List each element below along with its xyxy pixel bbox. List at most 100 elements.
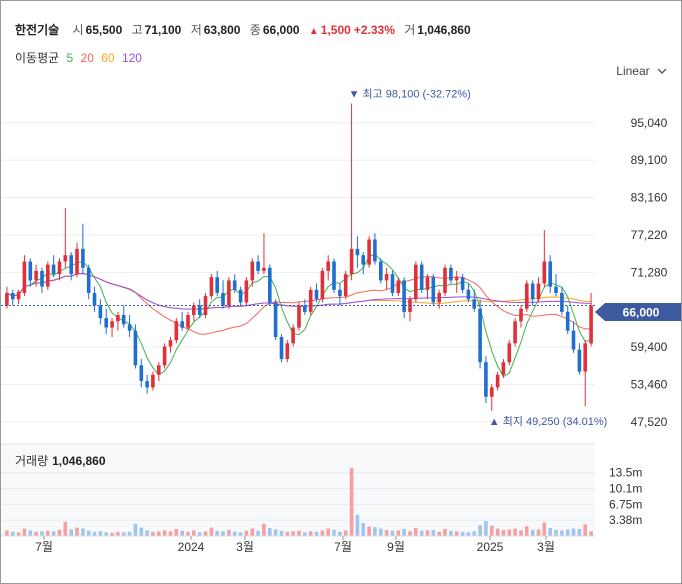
volume-bar: [308, 531, 313, 536]
volume-bar: [46, 530, 50, 536]
candle: [484, 355, 488, 404]
candle: [560, 286, 564, 315]
volume-value: 1,046,860: [417, 23, 471, 37]
candle: [40, 267, 44, 293]
price-tick-label: 95,040: [631, 116, 668, 130]
volume-bar: [396, 530, 401, 536]
scale-select[interactable]: Linear: [616, 64, 667, 78]
volume-bar: [478, 525, 482, 536]
ma-60: 60: [101, 51, 115, 65]
volume-tick-label: 6.75m: [609, 497, 642, 511]
low-value: 63,800: [203, 23, 241, 37]
candle: [390, 270, 395, 297]
volume-tick-label: 3.38m: [609, 513, 642, 527]
volume-bar: [472, 531, 476, 536]
time-tick-label: 9월: [387, 540, 405, 554]
volume-bar: [501, 529, 506, 536]
candle: [414, 261, 418, 303]
candle: [454, 270, 459, 293]
volume-bar: [209, 527, 214, 536]
volume-bar: [349, 468, 354, 536]
candle: [256, 255, 260, 275]
candle: [174, 318, 179, 344]
volume-bar: [402, 529, 406, 536]
candle: [151, 371, 155, 391]
volume-bar: [583, 524, 587, 536]
change-value: 1,500: [320, 23, 351, 37]
max-price-annotation: ▼ 최고 98,100 (-32.72%): [349, 88, 471, 101]
candle: [583, 340, 587, 407]
candle: [525, 280, 529, 312]
time-axis: 7월 2024 3월 7월 9월 2025 3월: [1, 535, 595, 554]
candle: [320, 267, 325, 303]
min-price-annotation: ▲ 최지 49,250 (34.01%): [489, 415, 608, 428]
price-tick-label: 77,220: [631, 228, 668, 242]
volume-bar: [63, 521, 68, 536]
candle: [92, 286, 97, 312]
candle: [466, 283, 471, 303]
candle: [408, 296, 412, 322]
candle: [57, 258, 62, 281]
candle: [133, 324, 138, 369]
candle: [127, 314, 132, 338]
time-tick-label: 2025: [477, 540, 504, 554]
candle: [221, 280, 225, 309]
volume-bar: [355, 514, 360, 536]
volume-bar: [431, 529, 436, 536]
candle: [571, 321, 576, 353]
volume-axis: 13.5m 10.1m6.75m 3.38m: [609, 466, 642, 527]
volume-bar: [162, 530, 167, 536]
candle: [501, 359, 506, 378]
volume-bar: [51, 531, 56, 536]
candle: [250, 258, 255, 287]
candle: [355, 236, 360, 268]
volume-bar: [232, 531, 237, 536]
price-tick-label: 53,460: [631, 377, 668, 391]
price-axis: 95,040 89,100 83,160 77,220 71,280 59,400 53,4…: [631, 116, 668, 429]
low-label: 저: [190, 23, 202, 37]
volume-bar: [145, 530, 149, 536]
volume-bar: [180, 530, 184, 536]
volume-bar: [273, 529, 278, 536]
candle: [542, 230, 547, 287]
volume-bar: [69, 529, 73, 536]
candle: [168, 337, 173, 353]
candle: [110, 318, 114, 338]
volume-bar: [338, 531, 342, 536]
volume-bar: [250, 528, 255, 536]
candle: [285, 340, 290, 363]
candle: [121, 305, 126, 328]
volume-bar: [192, 530, 196, 536]
volume-bar: [75, 527, 79, 536]
candle: [291, 324, 295, 347]
candle: [425, 274, 430, 300]
volume-bar: [589, 531, 593, 536]
volume-bar: [466, 532, 471, 537]
candle: [490, 384, 494, 411]
time-tick-label: 7월: [334, 540, 352, 554]
volume-label: 거: [404, 23, 416, 37]
volume-bar: [186, 531, 190, 536]
candle: [507, 340, 512, 366]
candle: [437, 289, 441, 309]
volume-bar: [560, 530, 564, 536]
candle: [227, 277, 231, 309]
quote-header: 한전기술 시 65,500 고 71,100 저 63,800 종 66,000 ▲ 1,…: [15, 21, 477, 38]
volume-bar: [343, 530, 348, 536]
svg-text:66,000: 66,000: [623, 306, 660, 320]
volume-bar: [542, 522, 547, 536]
candle: [495, 371, 500, 391]
moving-average-legend[interactable]: 이동평균 5 20 60 120: [15, 49, 146, 66]
scale-label: Linear: [616, 64, 650, 78]
volume-bar: [408, 531, 412, 536]
time-tick-label: 7월: [35, 540, 53, 554]
volume-bar: [92, 531, 97, 536]
ma-5: 5: [66, 51, 74, 65]
candle: [343, 270, 348, 300]
volume-bar: [314, 531, 319, 536]
candle: [209, 274, 214, 300]
candle: [384, 267, 389, 290]
candle: [577, 343, 582, 375]
candle: [379, 258, 383, 284]
